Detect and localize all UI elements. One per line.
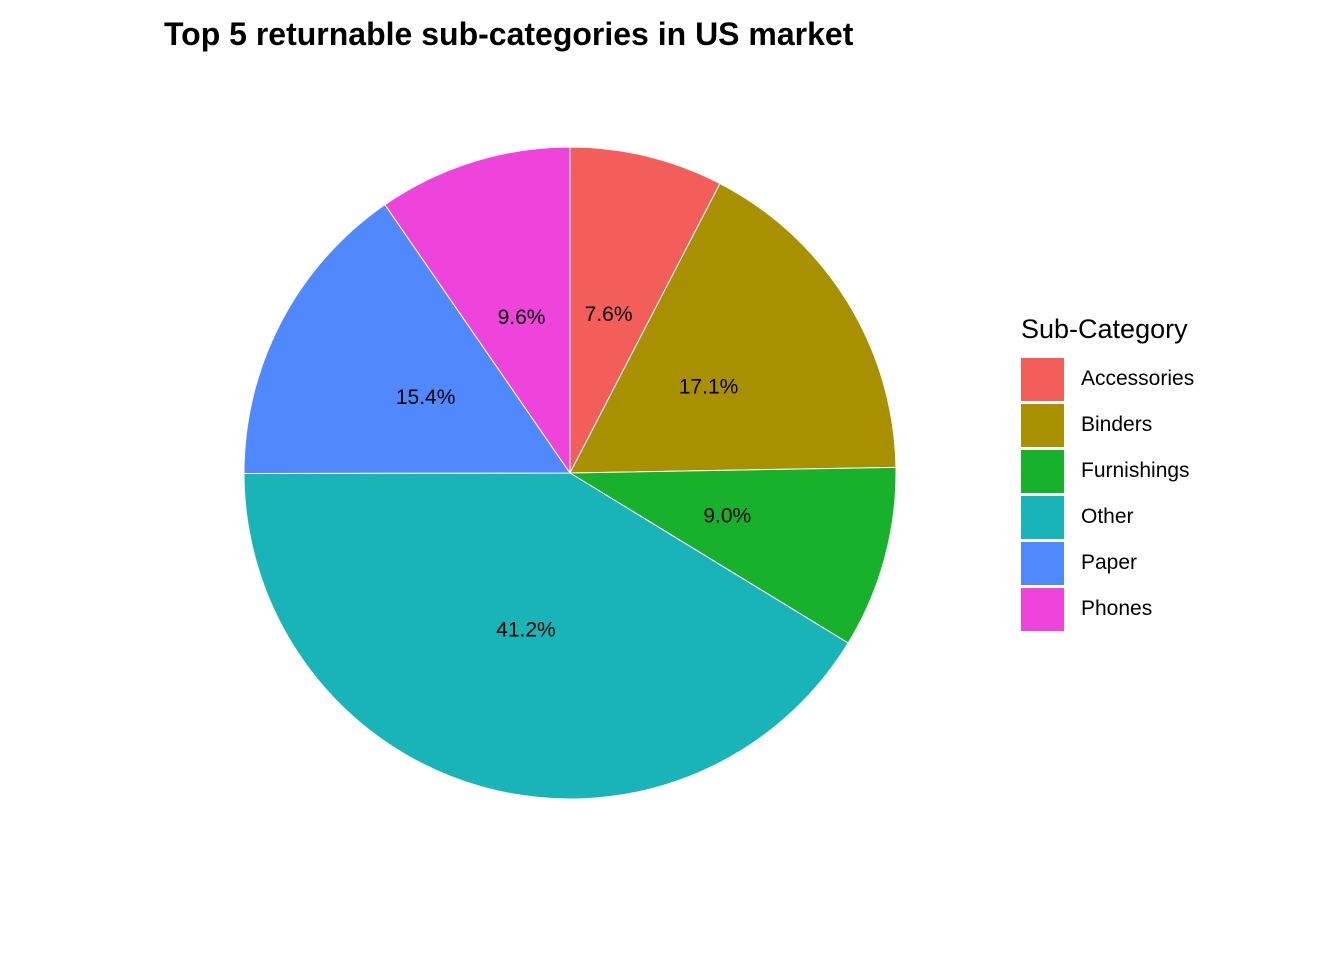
pie-slices (243, 146, 897, 800)
legend: Sub-Category Accessories Binders Furnishin… (1021, 310, 1194, 632)
chart-title: Top 5 returnable sub-categories in US ma… (164, 16, 854, 52)
pie-slice-paper (243, 203, 571, 475)
pie-slice-phones (384, 146, 571, 475)
slice-label-other: 41.2% (496, 618, 556, 641)
legend-swatch-phones (1021, 587, 1064, 631)
pie-slice-furnishings (568, 466, 897, 644)
legend-item-binders: Binders (1021, 402, 1194, 448)
pie-slice-binders (569, 182, 897, 474)
legend-title: Sub-Category (1021, 314, 1188, 344)
legend-label-paper: Paper (1081, 551, 1138, 574)
slice-label-accessories: 7.6% (585, 303, 633, 326)
legend-swatch-other (1021, 495, 1064, 539)
legend-swatch-furnishings (1021, 449, 1064, 493)
legend-item-phones: Phones (1021, 586, 1194, 632)
legend-label-accessories: Accessories (1081, 367, 1195, 390)
legend-item-paper: Paper (1021, 540, 1194, 586)
slice-label-phones: 9.6% (498, 306, 546, 329)
pie-slice-labels: 7.6% 17.1% 9.0% 41.2% 15.4% 9.6% (396, 303, 751, 641)
legend-swatch-paper (1021, 541, 1064, 585)
legend-item-furnishings: Furnishings (1021, 448, 1194, 494)
legend-label-binders: Binders (1081, 413, 1153, 436)
legend-item-other: Other (1021, 494, 1194, 540)
legend-item-accessories: Accessories (1021, 356, 1194, 402)
slice-label-paper: 15.4% (396, 386, 456, 409)
slice-label-binders: 17.1% (679, 376, 739, 399)
legend-label-furnishings: Furnishings (1081, 459, 1190, 482)
slice-label-furnishings: 9.0% (703, 504, 751, 527)
pie-slice-accessories (569, 146, 721, 474)
pie-slice-other (243, 472, 849, 800)
legend-label-other: Other (1081, 505, 1134, 528)
legend-items: Accessories Binders Furnishings Other Paper P… (1021, 356, 1194, 632)
legend-label-phones: Phones (1081, 597, 1153, 620)
legend-swatch-binders (1021, 403, 1064, 447)
legend-swatch-accessories (1021, 357, 1064, 401)
